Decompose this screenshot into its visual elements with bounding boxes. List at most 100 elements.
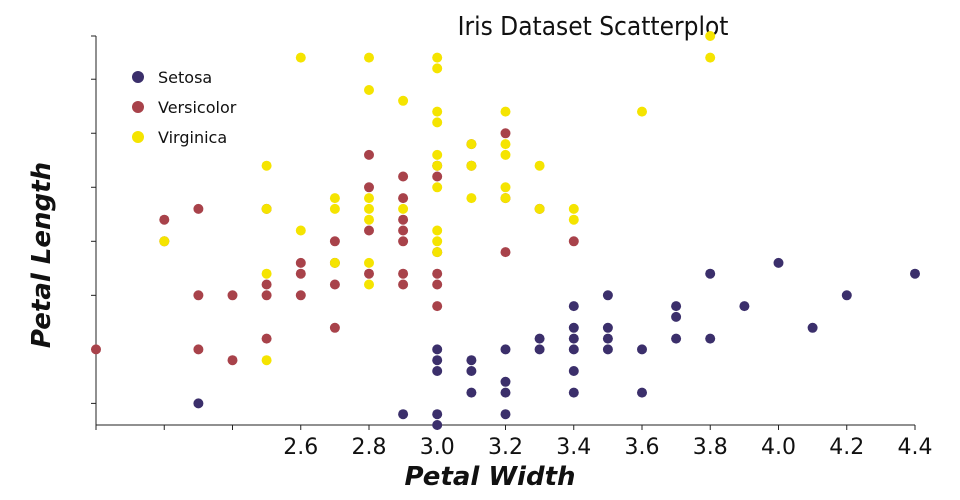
data-point-setosa: [671, 301, 682, 312]
data-point-setosa: [568, 387, 579, 398]
data-point-setosa: [534, 344, 545, 355]
data-point-setosa: [637, 344, 647, 355]
data-point-setosa: [432, 420, 443, 430]
data-point-setosa: [773, 257, 784, 268]
data-point-versicolor: [261, 333, 272, 344]
data-point-setosa: [466, 387, 477, 398]
data-point-virginica: [432, 182, 443, 193]
data-point-virginica: [432, 247, 443, 258]
data-point-versicolor: [398, 279, 409, 290]
data-point-versicolor: [568, 236, 579, 247]
data-point-virginica: [500, 106, 511, 117]
legend-label-virginica: Virginica: [158, 128, 227, 147]
data-point-setosa: [466, 366, 477, 376]
x-tick-label: 4.4: [898, 435, 933, 460]
data-point-virginica: [329, 203, 340, 214]
data-point-versicolor: [398, 193, 409, 204]
data-point-virginica: [432, 225, 443, 236]
data-point-setosa: [398, 409, 409, 420]
data-point-virginica: [466, 139, 477, 150]
data-point-virginica: [261, 160, 272, 171]
axes: 2.6 2.8 3.0 3.2 3.4 3.6 3.8 4.0 4.2 4.4: [91, 35, 933, 460]
data-point-versicolor: [159, 214, 170, 225]
data-point-virginica: [295, 225, 306, 236]
data-point-versicolor: [398, 171, 409, 182]
legend-marker-versicolor: [132, 101, 144, 113]
data-point-virginica: [432, 52, 443, 63]
x-tick-label: 3.4: [556, 435, 591, 460]
legend-label-setosa: Setosa: [158, 68, 212, 87]
series-setosa: [193, 257, 920, 430]
data-point-setosa: [705, 268, 716, 279]
data-point-virginica: [364, 203, 374, 214]
data-point-virginica: [329, 257, 340, 268]
legend-marker-virginica: [132, 131, 144, 143]
x-axis-label: Petal Width: [404, 462, 575, 492]
data-point-setosa: [568, 333, 579, 344]
data-point-virginica: [432, 236, 443, 247]
data-point-virginica: [432, 160, 443, 171]
data-point-virginica: [500, 193, 511, 204]
data-point-virginica: [500, 182, 511, 193]
data-point-virginica: [364, 257, 374, 268]
data-points: [91, 31, 920, 430]
data-point-setosa: [432, 409, 443, 420]
data-point-virginica: [261, 268, 272, 279]
data-point-virginica: [398, 95, 409, 106]
data-point-virginica: [705, 31, 716, 41]
data-point-setosa: [568, 366, 579, 376]
data-point-setosa: [500, 344, 511, 355]
x-tick-label: 4.2: [829, 435, 864, 460]
data-point-versicolor: [295, 290, 306, 301]
data-point-versicolor: [227, 290, 238, 301]
x-tick-label: 3.6: [625, 435, 660, 460]
x-tick-label: 3.8: [693, 435, 728, 460]
data-point-virginica: [534, 203, 545, 214]
data-point-versicolor: [261, 279, 272, 290]
data-point-virginica: [432, 63, 443, 74]
series-versicolor: [91, 128, 579, 366]
data-point-setosa: [432, 366, 443, 376]
data-point-versicolor: [193, 290, 204, 301]
data-point-virginica: [364, 52, 374, 63]
data-point-virginica: [705, 52, 716, 63]
data-point-versicolor: [398, 236, 409, 247]
data-point-versicolor: [398, 214, 409, 225]
data-point-setosa: [466, 355, 477, 366]
data-point-virginica: [364, 214, 374, 225]
data-point-virginica: [432, 117, 443, 128]
series-virginica: [159, 31, 716, 366]
data-point-versicolor: [295, 268, 306, 279]
data-point-setosa: [568, 301, 579, 312]
data-point-setosa: [739, 301, 750, 312]
data-point-setosa: [193, 398, 204, 409]
legend-label-versicolor: Versicolor: [158, 98, 237, 117]
data-point-virginica: [500, 149, 511, 160]
legend-marker-setosa: [132, 71, 144, 83]
data-point-virginica: [466, 160, 477, 171]
x-tick-label: 2.8: [352, 435, 387, 460]
data-point-versicolor: [364, 149, 374, 160]
data-point-setosa: [602, 344, 613, 355]
data-point-setosa: [432, 344, 443, 355]
data-point-virginica: [466, 193, 477, 204]
data-point-setosa: [637, 387, 647, 398]
data-point-virginica: [295, 52, 306, 63]
data-point-versicolor: [193, 203, 204, 214]
data-point-virginica: [432, 106, 443, 117]
data-point-versicolor: [500, 128, 511, 139]
data-point-virginica: [329, 193, 340, 204]
data-point-versicolor: [329, 236, 340, 247]
data-point-versicolor: [432, 301, 443, 312]
data-point-virginica: [398, 203, 409, 214]
data-point-setosa: [500, 387, 511, 398]
data-point-virginica: [364, 193, 374, 204]
data-point-versicolor: [398, 268, 409, 279]
data-point-versicolor: [432, 279, 443, 290]
data-point-setosa: [807, 322, 818, 333]
data-point-virginica: [364, 279, 374, 290]
data-point-setosa: [910, 268, 920, 279]
x-tick-labels: 2.6 2.8 3.0 3.2 3.4 3.6 3.8 4.0 4.2 4.4: [283, 435, 932, 460]
data-point-setosa: [841, 290, 852, 301]
